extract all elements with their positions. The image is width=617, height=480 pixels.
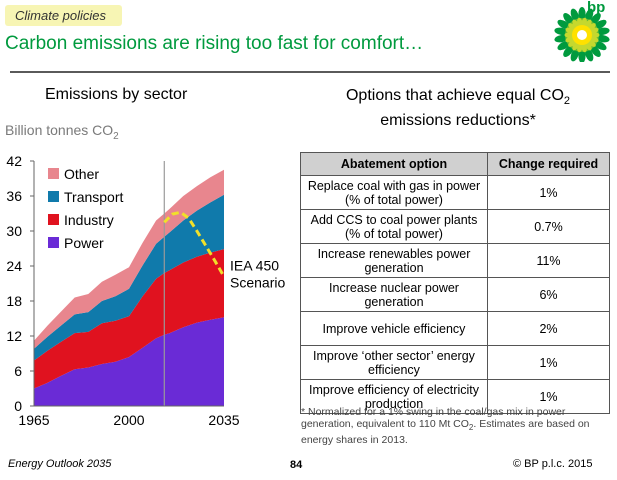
y-tick-label: 12 xyxy=(6,328,22,344)
y-tick-label: 42 xyxy=(6,153,22,169)
x-tick-label: 2000 xyxy=(113,412,144,428)
abatement-option-cell: Increase renewables power generation xyxy=(300,243,488,278)
bp-logo-text: bp xyxy=(587,0,606,16)
chart-unit-label: Billion tonnes CO2 xyxy=(5,122,119,142)
change-required-cell: 2% xyxy=(487,311,610,346)
area-transport xyxy=(34,194,224,361)
legend-label-power: Power xyxy=(64,235,104,251)
change-required-cell: 0.7% xyxy=(487,209,610,244)
change-required-cell: 1% xyxy=(487,175,610,210)
scenario-label-line1: IEA 450 xyxy=(230,258,279,274)
abatement-option-cell: Increase nuclear power generation xyxy=(300,277,488,312)
legend-swatch-transport xyxy=(48,191,59,202)
y-tick-label: 24 xyxy=(6,258,22,274)
legend-swatch-other xyxy=(48,168,59,179)
copyright: © BP p.l.c. 2015 xyxy=(513,458,593,470)
emissions-chart: 0 6 12 18 24 30 36 42 1965 2000 2035 IEA 450Scenari… xyxy=(6,153,285,428)
abatement-option-cell: Improve efficiency of electricity produc… xyxy=(300,379,488,414)
header-abatement-option: Abatement option xyxy=(300,152,488,176)
page-number: 84 xyxy=(290,459,303,471)
y-tick-label: 0 xyxy=(14,398,22,414)
page-headline: Carbon emissions are rising too fast for… xyxy=(5,33,424,54)
table-row: Increase renewables power generation 11% xyxy=(300,243,610,278)
abatement-option-cell: Improve vehicle efficiency xyxy=(300,311,488,346)
change-required-cell: 1% xyxy=(487,379,610,414)
table-row: Add CCS to coal power plants (% of total… xyxy=(300,209,610,244)
change-required-cell: 6% xyxy=(487,277,610,312)
abatement-table: Abatement option Change required Replace… xyxy=(300,152,610,414)
table-header-row: Abatement option Change required xyxy=(300,152,610,176)
header-change-required: Change required xyxy=(487,152,610,176)
section-tag: Climate policies xyxy=(5,5,122,26)
y-tick-label: 18 xyxy=(6,293,22,309)
abatement-option-cell: Improve ‘other sector’ energy efficiency xyxy=(300,345,488,380)
table-row: Improve efficiency of electricity produc… xyxy=(300,379,610,414)
iea-450-scenario-line xyxy=(163,210,226,278)
chart-title: Emissions by sector xyxy=(45,86,188,103)
table-row: Improve vehicle efficiency 2% xyxy=(300,311,610,346)
x-tick-label: 1965 xyxy=(18,412,49,428)
change-required-cell: 11% xyxy=(487,243,610,278)
change-required-cell: 1% xyxy=(487,345,610,380)
y-tick-label: 6 xyxy=(14,363,22,379)
legend-swatch-power xyxy=(48,237,59,248)
legend-label-transport: Transport xyxy=(64,189,124,205)
footnote: * Normalized for a 1% swing in the coal/… xyxy=(301,406,590,447)
table-row: Replace coal with gas in power (% of tot… xyxy=(300,175,610,210)
legend-label-other: Other xyxy=(64,166,99,182)
table-row: Increase nuclear power generation 6% xyxy=(300,277,610,312)
legend-label-industry: Industry xyxy=(64,212,114,228)
footer-publication: Energy Outlook 2035 xyxy=(8,458,112,470)
y-tick-label: 30 xyxy=(6,223,22,239)
abatement-option-cell: Add CCS to coal power plants (% of total… xyxy=(300,209,488,244)
header-divider xyxy=(10,71,610,73)
legend-swatch-industry xyxy=(48,214,59,225)
x-tick-label: 2035 xyxy=(208,412,239,428)
table-title: Options that achieve equal CO2 emissions… xyxy=(345,87,571,130)
bp-helios-logo-icon xyxy=(554,7,610,62)
y-tick-label: 36 xyxy=(6,188,22,204)
table-row: Improve ‘other sector’ energy efficiency… xyxy=(300,345,610,380)
area-industry xyxy=(34,249,224,389)
scenario-label-line2: Scenario xyxy=(230,275,285,291)
area-power xyxy=(34,317,224,406)
abatement-option-cell: Replace coal with gas in power (% of tot… xyxy=(300,175,488,210)
